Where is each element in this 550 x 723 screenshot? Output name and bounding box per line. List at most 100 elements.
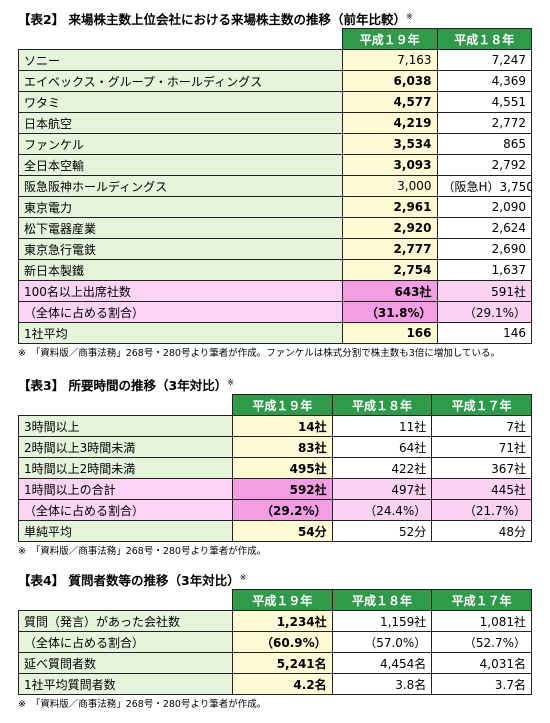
row-label: 松下電器産業: [18, 217, 343, 239]
cell-value: 146: [436, 322, 532, 344]
cell-value: 7,163: [342, 49, 438, 71]
cell-value: 422社: [331, 457, 433, 479]
cell-value: 14社: [232, 415, 333, 437]
table-note: ※ 「資料版／商事法務」268号・280号より筆者が作成。: [18, 699, 267, 710]
cell-value: （31.8%）: [342, 301, 438, 323]
cell-value: 2,920: [342, 217, 438, 239]
cell-value: 4,454名: [331, 652, 433, 674]
table-row: 全日本空輸 3,093 2,792: [18, 154, 532, 176]
cell-value: （29.2%）: [232, 499, 333, 521]
cell-value: 495社: [232, 457, 333, 479]
data-table: 平成１９年 平成１８年 平成１７年 3時間以上 14社 11社 7社 2時間以上3時間未満 83…: [18, 394, 532, 542]
cell-value: 2,754: [342, 259, 438, 281]
header-blank: [18, 28, 343, 50]
row-label: 1社平均質問者数: [18, 673, 233, 695]
row-label: 新日本製鐵: [18, 259, 343, 281]
cell-value: 592社: [232, 478, 333, 500]
column-header: 平成１７年: [431, 394, 532, 416]
cell-value: 445社: [431, 478, 532, 500]
header-row: 平成１９年 平成１８年 平成１７年: [18, 394, 532, 416]
cell-value: 3,534: [342, 133, 438, 155]
data-table: 平成１９年 平成１８年 ソニー 7,163 7,247 エイベックス・グループ・ホールディ…: [18, 28, 532, 344]
table-row: 日本航空 4,219 2,772: [18, 112, 532, 134]
cell-value: 643社: [342, 280, 438, 302]
row-label: （全体に占める割合）: [18, 301, 343, 323]
column-header: 平成１８年: [436, 28, 532, 50]
cell-value: （29.1%）: [436, 301, 532, 323]
cell-value: 865: [436, 133, 532, 155]
cell-value: 7社: [431, 415, 532, 437]
table-row: 1時間以上2時間未満 495社 422社 367社: [18, 457, 532, 479]
cell-value: （阪急H）3,750: [436, 175, 532, 197]
title-text: 【表2】 来場株主数上位会社における来場株主数の推移（前年比較）: [18, 12, 407, 28]
cell-value: （24.4%）: [331, 499, 433, 521]
table-row: 延べ質問者数 5,241名 4,454名 4,031名: [18, 652, 532, 674]
row-label: ファンケル: [18, 133, 343, 155]
row-label: 1社平均: [18, 322, 343, 344]
table-row: （全体に占める割合） （60.9%） （57.0%） （52.7%）: [18, 631, 532, 653]
cell-value: 2,690: [436, 238, 532, 260]
cell-value: 2,624: [436, 217, 532, 239]
cell-value: （21.7%）: [431, 499, 532, 521]
cell-value: 5,241名: [232, 652, 333, 674]
row-label: 質問（発言）があった会社数: [18, 610, 233, 632]
table-row: 質問（発言）があった会社数 1,234社 1,159社 1,081社: [18, 610, 532, 632]
header-row: 平成１９年 平成１８年 平成１７年: [18, 589, 532, 611]
table-row: （全体に占める割合） （31.8%） （29.1%）: [18, 301, 532, 323]
cell-value: 6,038: [342, 70, 438, 92]
table-row: （全体に占める割合） （29.2%） （24.4%） （21.7%）: [18, 499, 532, 521]
cell-value: 64社: [331, 436, 433, 458]
table-row: 東京電力 2,961 2,090: [18, 196, 532, 218]
cell-value: 591社: [436, 280, 532, 302]
cell-value: 52分: [331, 520, 433, 542]
cell-value: 2,772: [436, 112, 532, 134]
cell-value: （52.7%）: [431, 631, 532, 653]
header-blank: [18, 394, 233, 416]
table-row: 3時間以上 14社 11社 7社: [18, 415, 532, 437]
column-header: 平成１７年: [431, 589, 532, 611]
cell-value: 54分: [232, 520, 333, 542]
data-table: 平成１９年 平成１８年 平成１７年 質問（発言）があった会社数 1,234社 1,159社…: [18, 589, 532, 695]
cell-value: 2,792: [436, 154, 532, 176]
cell-value: 3.8名: [331, 673, 433, 695]
cell-value: 4,219: [342, 112, 438, 134]
table-title: 【表3】 所要時間の推移（3年対比）※: [18, 372, 532, 394]
table-row: 1時間以上の合計 592社 497社 445社: [18, 478, 532, 500]
table-row: 100名以上出席社数 643社 591社: [18, 280, 532, 302]
cell-value: 71社: [431, 436, 532, 458]
row-label: ソニー: [18, 49, 343, 71]
table-row: エイベックス・グループ・ホールディングス 6,038 4,369: [18, 70, 532, 92]
table-row: 1社平均 166 146: [18, 322, 532, 344]
table-row: 新日本製鐵 2,754 1,637: [18, 259, 532, 281]
cell-value: 48分: [431, 520, 532, 542]
cell-value: 367社: [431, 457, 532, 479]
row-label: 全日本空輸: [18, 154, 343, 176]
cell-value: 1,081社: [431, 610, 532, 632]
cell-value: 2,961: [342, 196, 438, 218]
row-label: 阪急阪神ホールディングス: [18, 175, 343, 197]
column-header: 平成１９年: [342, 28, 438, 50]
cell-value: 7,247: [436, 49, 532, 71]
cell-value: 497社: [331, 478, 433, 500]
cell-value: 83社: [232, 436, 333, 458]
title-text: 【表4】 質問者数等の推移（3年対比）: [18, 573, 240, 589]
title-text: 【表3】 所要時間の推移（3年対比）: [18, 378, 228, 394]
table-row: ソニー 7,163 7,247: [18, 49, 532, 71]
cell-value: 11社: [331, 415, 433, 437]
header-blank: [18, 589, 233, 611]
column-header: 平成１９年: [232, 394, 333, 416]
cell-value: 4,577: [342, 91, 438, 113]
table-section: 【表2】 来場株主数上位会社における来場株主数の推移（前年比較）※ 平成１９年 平成…: [18, 6, 532, 362]
table-title: 【表2】 来場株主数上位会社における来場株主数の推移（前年比較）※: [18, 6, 532, 28]
table-note: ※ 「資料版／商事法務」268号・280号より筆者が作成。ファンケルは株式分割で…: [18, 348, 501, 359]
cell-value: 4.2名: [232, 673, 333, 695]
row-label: 1時間以上2時間未満: [18, 457, 233, 479]
cell-value: 1,234社: [232, 610, 333, 632]
cell-value: 1,159社: [331, 610, 433, 632]
table-row: 単純平均 54分 52分 48分: [18, 520, 532, 542]
table-row: ワタミ 4,577 4,551: [18, 91, 532, 113]
cell-value: （57.0%）: [331, 631, 433, 653]
column-header: 平成１８年: [331, 589, 433, 611]
cell-value: （60.9%）: [232, 631, 333, 653]
table-row: 1社平均質問者数 4.2名 3.8名 3.7名: [18, 673, 532, 695]
